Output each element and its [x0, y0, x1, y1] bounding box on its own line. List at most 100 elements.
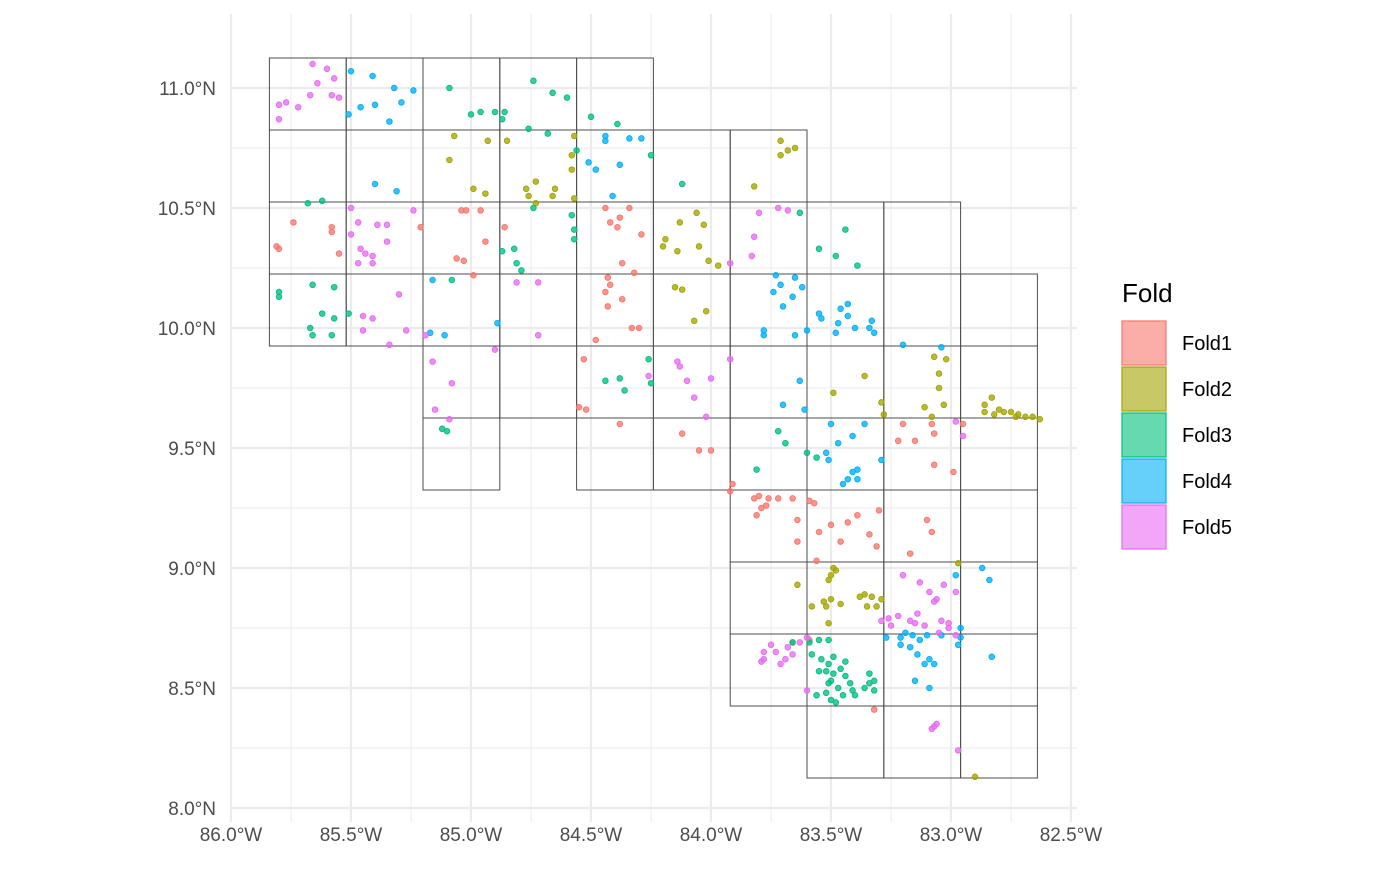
- legend-title: Fold: [1122, 278, 1173, 308]
- legend-label-fold2: Fold2: [1182, 379, 1232, 401]
- x-tick-label: 85.5°W: [320, 825, 383, 846]
- point-fold4: [777, 281, 784, 289]
- point-fold5: [359, 327, 367, 334]
- spatial-block: [729, 129, 808, 203]
- y-tick-label: 11.0°N: [159, 79, 216, 100]
- point-fold4: [803, 327, 811, 334]
- y-tick-label: 9.0°N: [168, 559, 216, 580]
- point-fold4: [957, 624, 964, 632]
- point-fold1: [755, 492, 763, 500]
- point-fold2: [570, 195, 578, 202]
- point-fold3: [803, 449, 811, 457]
- point-fold1: [602, 288, 609, 296]
- point-fold2: [832, 567, 840, 574]
- x-tick-label: 86.0°W: [200, 825, 263, 846]
- point-fold2: [827, 595, 835, 603]
- point-fold3: [544, 130, 552, 137]
- point-fold2: [935, 370, 943, 377]
- point-fold5: [952, 588, 960, 596]
- point-fold5: [328, 91, 336, 99]
- point-fold5: [926, 588, 933, 596]
- point-fold5: [383, 238, 391, 245]
- point-fold2: [930, 353, 938, 361]
- point-fold2: [1022, 413, 1029, 421]
- point-fold1: [789, 495, 796, 502]
- point-fold2: [863, 603, 871, 610]
- legend-key-fold4: [1121, 458, 1167, 504]
- point-fold4: [390, 84, 398, 92]
- point-fold5: [952, 631, 960, 639]
- point-fold1: [729, 480, 736, 488]
- spatial-block: [883, 489, 962, 563]
- x-tick-label: 83.0°W: [920, 825, 983, 846]
- point-fold5: [429, 358, 436, 365]
- point-fold2: [942, 355, 950, 363]
- point-fold4: [801, 406, 808, 413]
- point-fold1: [695, 447, 703, 454]
- point-fold2: [1036, 415, 1044, 423]
- point-fold3: [834, 684, 842, 692]
- x-tick-label: 84.0°W: [680, 825, 743, 846]
- spatial-block: [960, 561, 1038, 635]
- point-fold4: [602, 137, 609, 145]
- spatial-block: [499, 201, 578, 275]
- point-fold4: [638, 135, 645, 142]
- point-fold3: [318, 310, 326, 317]
- point-fold1: [870, 706, 878, 713]
- point-fold3: [866, 670, 873, 677]
- spatial-block: [729, 561, 808, 635]
- point-fold5: [323, 65, 331, 73]
- point-fold3: [328, 331, 336, 339]
- point-fold1: [815, 528, 823, 536]
- point-fold5: [772, 648, 780, 656]
- point-fold5: [275, 115, 283, 123]
- point-fold1: [582, 406, 590, 413]
- point-fold3: [839, 691, 847, 699]
- point-fold5: [878, 617, 885, 625]
- point-fold1: [794, 516, 801, 524]
- point-fold2: [777, 151, 784, 159]
- point-fold4: [954, 641, 962, 649]
- point-fold5: [330, 75, 338, 82]
- point-fold3: [330, 315, 338, 322]
- spatial-block: [576, 417, 654, 491]
- point-fold4: [441, 331, 448, 339]
- point-fold3: [530, 77, 537, 85]
- point-fold4: [791, 331, 799, 339]
- point-fold1: [630, 269, 638, 277]
- point-fold4: [832, 329, 840, 337]
- point-fold3: [822, 667, 830, 675]
- point-fold2: [794, 581, 801, 589]
- point-fold5: [758, 658, 765, 665]
- point-fold2: [690, 317, 698, 325]
- point-fold5: [448, 379, 456, 387]
- spatial-block: [268, 201, 347, 275]
- point-fold1: [678, 430, 686, 437]
- spatial-block: [960, 489, 1038, 563]
- point-fold1: [460, 257, 468, 265]
- point-fold1: [726, 487, 734, 495]
- point-fold5: [911, 619, 919, 627]
- point-fold4: [825, 456, 832, 464]
- point-fold4: [902, 629, 909, 637]
- point-fold4: [616, 161, 624, 169]
- point-fold4: [592, 166, 600, 173]
- point-fold5: [930, 598, 938, 605]
- point-fold5: [750, 233, 758, 241]
- point-fold4: [398, 99, 405, 106]
- point-fold1: [328, 228, 336, 236]
- point-fold2: [570, 132, 578, 140]
- point-fold2: [674, 247, 681, 255]
- point-fold2: [484, 137, 492, 145]
- y-tick-label: 9.5°N: [168, 439, 216, 460]
- point-fold5: [306, 91, 314, 99]
- point-fold4: [369, 72, 376, 80]
- point-fold4: [897, 641, 904, 649]
- point-fold4: [429, 276, 436, 284]
- point-fold2: [990, 411, 998, 418]
- point-fold3: [530, 204, 537, 212]
- point-fold1: [575, 403, 583, 411]
- point-fold1: [959, 420, 967, 428]
- point-fold2: [777, 137, 784, 145]
